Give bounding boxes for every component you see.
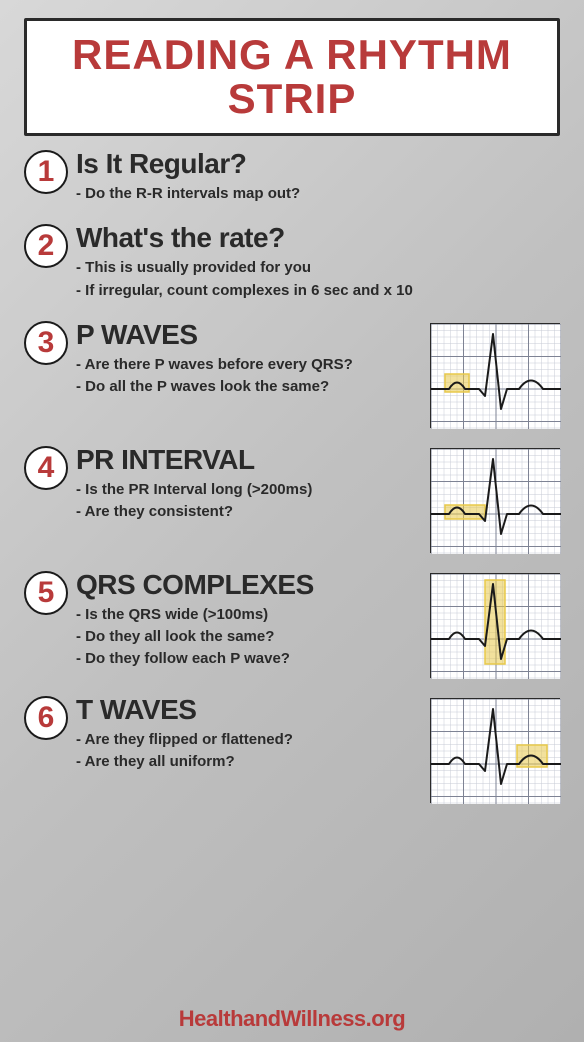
step-bullets: This is usually provided for you If irreg… [76,258,560,301]
bullet: Do the R-R intervals map out? [76,184,560,204]
ecg-diagram-qrs [430,573,560,678]
step-bullets: Do the R-R intervals map out? [76,184,560,204]
step-number: 5 [24,571,68,615]
ecg-diagram-twave [430,698,560,803]
step-1: 1 Is It Regular? Do the R-R intervals map … [24,150,560,206]
step-bullets: Are they flipped or flattened?Are they a… [76,730,422,773]
step-number: 2 [24,224,68,268]
step-number: 1 [24,150,68,194]
bullet: This is usually provided for you [76,258,560,278]
bullet: Are they all uniform? [76,752,422,772]
step-2: 2 What's the rate? This is usually provide… [24,224,560,303]
step-body: P WAVES Are there P waves before every QR… [76,321,560,428]
step-5: 5QRS COMPLEXESIs the QRS wide (>100ms)Do… [24,571,560,678]
step-number: 4 [24,446,68,490]
step-number: 3 [24,321,68,365]
step-bullets: Is the QRS wide (>100ms)Do they all look… [76,605,422,670]
bullet: Do they follow each P wave? [76,649,422,669]
step-body: What's the rate? This is usually provided… [76,224,560,303]
bullet: Are there P waves before every QRS? [76,355,422,375]
ecg-diagram-pwave [430,323,560,428]
bullet: If irregular, count complexes in 6 sec a… [76,281,560,301]
step-heading: P WAVES [76,321,422,349]
title-box: READING A RHYTHM STRIP [24,18,560,136]
step-body: QRS COMPLEXESIs the QRS wide (>100ms)Do … [76,571,560,678]
step-body: T WAVES Are they flipped or flattened?Are… [76,696,560,803]
step-4: 4 PR INTERVAL Is the PR Interval long (>20… [24,446,560,553]
bullet: Is the QRS wide (>100ms) [76,605,422,625]
step-6: 6 T WAVES Are they flipped or flattened?Ar… [24,696,560,803]
main-title: READING A RHYTHM STRIP [37,33,547,121]
step-3: 3 P WAVES Are there P waves before every Q… [24,321,560,428]
step-heading: PR INTERVAL [76,446,422,474]
step-heading: What's the rate? [76,224,560,252]
bullet: Do they all look the same? [76,627,422,647]
step-number: 6 [24,696,68,740]
step-bullets: Is the PR Interval long (>200ms)Are they… [76,480,422,523]
bullet: Are they flipped or flattened? [76,730,422,750]
footer-link: HealthandWillness.org [0,1006,584,1032]
bullet: Do all the P waves look the same? [76,377,422,397]
steps-container: 1 Is It Regular? Do the R-R intervals map … [0,150,584,803]
step-bullets: Are there P waves before every QRS?Do al… [76,355,422,398]
step-heading: T WAVES [76,696,422,724]
bullet: Is the PR Interval long (>200ms) [76,480,422,500]
step-heading: QRS COMPLEXES [76,571,422,599]
step-body: Is It Regular? Do the R-R intervals map o… [76,150,560,206]
ecg-diagram-printerval [430,448,560,553]
bullet: Are they consistent? [76,502,422,522]
step-body: PR INTERVAL Is the PR Interval long (>200… [76,446,560,553]
step-heading: Is It Regular? [76,150,560,178]
